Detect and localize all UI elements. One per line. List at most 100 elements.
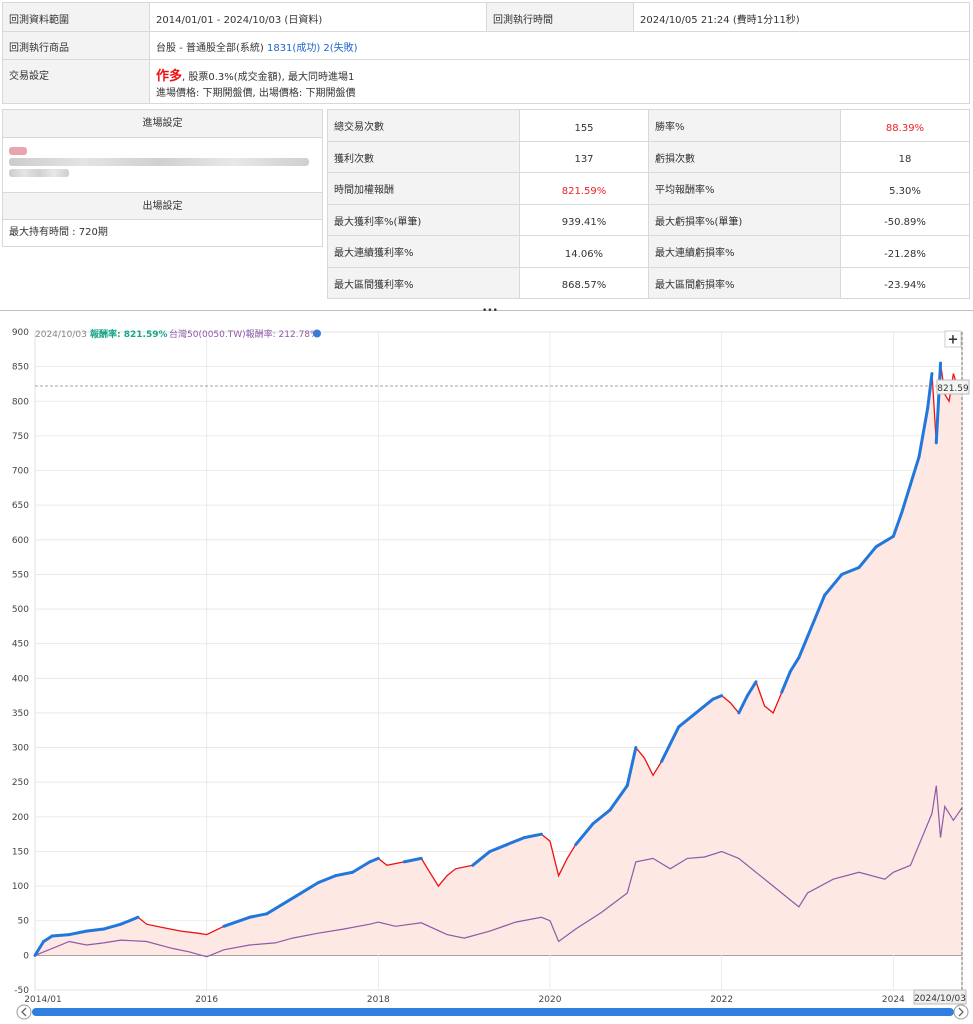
- benchmark-series-line: [34, 785, 963, 958]
- stat-label: 虧損次數: [648, 140, 841, 173]
- y-axis-ticks: 9008508007507006506005505004504003503002…: [12, 328, 29, 996]
- new-high-segment: [745, 680, 758, 698]
- chevron-right-icon[interactable]: [958, 1007, 964, 1017]
- stat-value: 5.30%: [840, 172, 970, 205]
- stat-value: 868.57%: [519, 266, 649, 299]
- new-high-segment: [591, 808, 612, 826]
- new-high-segment: [282, 891, 303, 905]
- y-tick-label: 550: [12, 570, 29, 580]
- new-high-segment: [368, 856, 380, 864]
- last-value-text: 821.59: [937, 384, 969, 394]
- period-label: 回測資料範圍: [2, 2, 150, 32]
- last-value-badge: 821.59: [936, 379, 970, 395]
- stat-label: 最大虧損率%(單筆): [648, 203, 841, 236]
- trade-cell: 作多, 股票0.3%(成交金額), 最大同時進場1 進場價格: 下期開盤價, 出…: [149, 59, 970, 104]
- scrollbar-thumb[interactable]: [32, 1008, 954, 1016]
- new-high-segment: [788, 656, 801, 673]
- zoom-plus-button[interactable]: +: [944, 330, 962, 348]
- new-high-segment: [909, 455, 921, 486]
- new-high-segment: [857, 545, 878, 569]
- stat-value: -50.89%: [840, 203, 970, 236]
- stat-label: 獲利次數: [327, 140, 520, 173]
- new-high-segment: [119, 915, 140, 926]
- new-high-segment: [874, 534, 895, 549]
- new-high-segment: [574, 822, 595, 847]
- stat-label: 最大區間虧損率%: [648, 266, 841, 299]
- y-tick-label: 200: [12, 813, 29, 823]
- stat-value: -21.28%: [840, 235, 970, 268]
- runtime-value: 2024/10/05 21:24 (費時1分11秒): [633, 2, 970, 32]
- product-fail-link[interactable]: 2(失敗): [323, 43, 358, 54]
- new-high-segment: [42, 934, 54, 944]
- y-tick-label: 800: [12, 397, 29, 407]
- return-chart[interactable]: 9008508007507006506005505004504003503002…: [0, 318, 973, 1024]
- x-axis-ticks: 2014/01201620182020202220242030: [24, 995, 964, 1005]
- product-value: 台股 - 普通股全部(系統): [156, 43, 264, 54]
- new-high-segment: [625, 746, 638, 788]
- new-high-segment: [488, 843, 509, 853]
- new-high-segment: [780, 669, 792, 694]
- plus-icon[interactable]: +: [948, 333, 959, 348]
- new-high-segment: [505, 836, 526, 847]
- product-success-link[interactable]: 1831(成功): [266, 43, 321, 54]
- exit-settings-text: 最大持有時間 : 720期: [9, 227, 108, 238]
- settings-panel: 進場設定 出場設定 最大持有時間 : 720期: [2, 109, 323, 247]
- splitter-grip-icon[interactable]: •••: [482, 306, 498, 316]
- stat-label: 平均報酬率%: [648, 172, 841, 205]
- cursor-date-text: 2024/10/03: [914, 994, 966, 1004]
- new-high-segment: [522, 832, 543, 840]
- product-cell: 台股 - 普通股全部(系統) 1831(成功) 2(失敗): [149, 31, 970, 60]
- new-high-segment: [891, 510, 904, 538]
- legend-benchmark: 台灣50(0050.TW)報酬率: 212.78%: [169, 328, 319, 340]
- range-scrollbar[interactable]: [16, 1004, 969, 1020]
- legend-settings-icon[interactable]: [313, 329, 321, 338]
- stat-label: 總交易次數: [327, 109, 520, 142]
- new-high-segment: [934, 361, 943, 445]
- stat-value: 14.06%: [519, 235, 649, 268]
- new-high-segment: [67, 929, 88, 937]
- blurred-entry-line: [9, 169, 69, 177]
- product-label: 回測執行商品: [2, 31, 150, 60]
- y-tick-label: 600: [12, 536, 29, 546]
- stats-row: 總交易次數 155 勝率% 88.39%: [327, 109, 970, 142]
- cursor-date-badge: 2024/10/03: [913, 989, 967, 1005]
- legend: 2024/10/03 報酬率: 821.59% 台灣50(0050.TW)報酬率…: [35, 328, 321, 340]
- y-tick-label: 150: [12, 847, 29, 857]
- new-high-segment: [50, 933, 71, 938]
- y-tick-label: 750: [12, 432, 29, 442]
- new-high-segment: [840, 565, 861, 576]
- stats-table: 總交易次數 155 勝率% 88.39% 獲利次數 137 虧損次數 18 時間加權報酬 821.…: [327, 109, 970, 299]
- chevron-left-icon[interactable]: [21, 1007, 27, 1017]
- stats-row: 時間加權報酬 821.59% 平均報酬率% 5.30%: [327, 172, 970, 205]
- panel-splitter[interactable]: •••: [0, 306, 973, 316]
- stat-value: 137: [519, 140, 649, 173]
- x-tick-label: 2016: [195, 995, 218, 1005]
- exit-settings-header: 出場設定: [3, 192, 322, 220]
- new-high-segment: [222, 915, 252, 928]
- new-high-segment: [900, 482, 912, 514]
- backtest-info-table: 回測資料範圍 2014/01/01 - 2024/10/03 (日資料) 回測執…: [2, 2, 970, 104]
- stat-value: 155: [519, 109, 649, 142]
- period-value: 2014/01/01 - 2024/10/03 (日資料): [149, 2, 487, 32]
- new-high-segment: [333, 870, 355, 878]
- scroll-left-button[interactable]: [16, 1004, 32, 1020]
- x-tick-label: 2022: [710, 995, 733, 1005]
- new-high-segment: [402, 856, 423, 864]
- scroll-right-button[interactable]: [953, 1004, 969, 1020]
- x-tick-label: 2020: [539, 995, 562, 1005]
- stat-value: 88.39%: [840, 109, 970, 142]
- y-tick-label: 650: [12, 501, 29, 511]
- entry-settings-content: [3, 138, 322, 192]
- y-tick-label: 100: [12, 882, 29, 892]
- y-tick-label: 300: [12, 744, 29, 754]
- new-high-segment: [316, 874, 337, 885]
- new-high-segment: [917, 406, 930, 459]
- new-high-segment: [85, 927, 106, 933]
- stat-label: 勝率%: [648, 109, 841, 142]
- x-tick-label: 2018: [367, 995, 390, 1005]
- new-high-segment: [102, 922, 123, 931]
- new-high-segment: [299, 881, 320, 895]
- stat-value: 939.41%: [519, 203, 649, 236]
- trade-desc: , 股票0.3%(成交金額), 最大同時進場1: [182, 72, 355, 83]
- y-tick-label: 400: [12, 674, 29, 684]
